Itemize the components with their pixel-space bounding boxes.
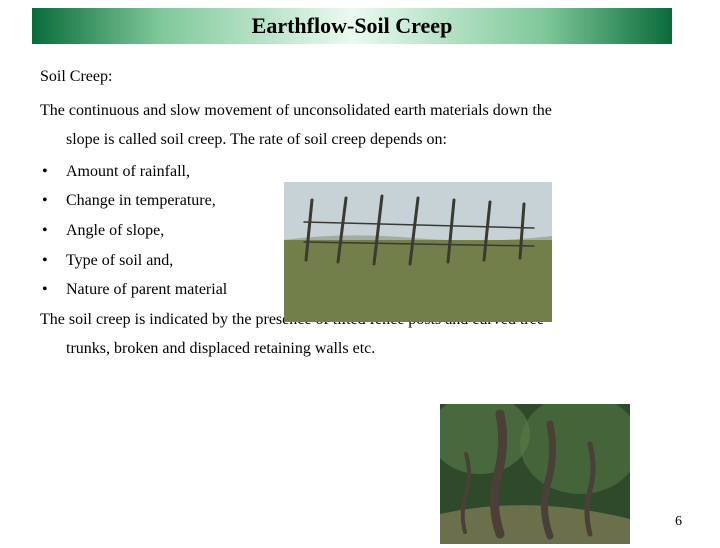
bullet-icon: • <box>40 216 66 246</box>
bullet-icon: • <box>40 157 66 187</box>
subheading: Soil Creep: <box>40 62 680 92</box>
para2-line2: trunks, broken and displaced retaining w… <box>40 334 680 364</box>
bullet-icon: • <box>40 246 66 276</box>
bullet-icon: • <box>40 275 66 305</box>
bullet-text: Angle of slope, <box>66 216 164 246</box>
page-number: 6 <box>675 514 682 530</box>
bullet-text: Amount of rainfall, <box>66 157 190 187</box>
bullet-text: Type of soil and, <box>66 246 173 276</box>
intro-paragraph: The continuous and slow movement of unco… <box>40 96 680 155</box>
slide-title: Earthflow-Soil Creep <box>252 13 453 39</box>
bullet-text: Change in temperature, <box>66 186 216 216</box>
title-bar: Earthflow-Soil Creep <box>32 8 672 44</box>
bullet-icon: • <box>40 186 66 216</box>
fence-posts-image <box>284 182 552 322</box>
para1-line2: slope is called soil creep. The rate of … <box>40 125 680 155</box>
curved-trees-image <box>440 404 630 544</box>
para1-line1: The continuous and slow movement of unco… <box>40 102 552 119</box>
bullet-text: Nature of parent material <box>66 275 227 305</box>
